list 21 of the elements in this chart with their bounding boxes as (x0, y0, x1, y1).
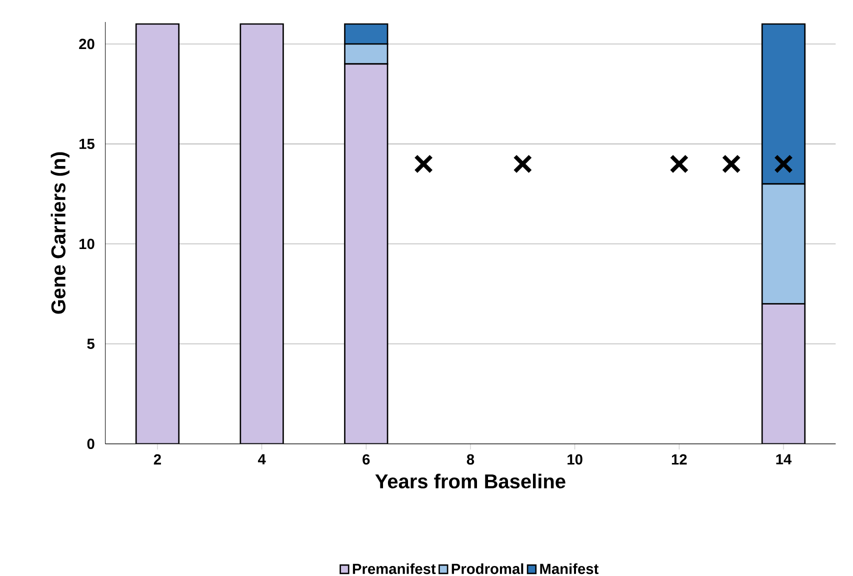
bar (344, 63, 388, 444)
y-axis-title: Gene Carriers (n) (50, 152, 70, 314)
y-tick-label: 10 (80, 238, 94, 250)
y-tick-label: 0 (87, 438, 94, 450)
bar (761, 303, 806, 444)
bar (240, 23, 284, 444)
bar (135, 23, 180, 444)
x-tick-label: 14 (776, 454, 792, 464)
x-tick-label: 2 (154, 454, 161, 465)
y-tick-label: 15 (80, 138, 94, 150)
x-tick-label: 8 (466, 454, 474, 465)
x-tick-label: 12 (672, 454, 687, 465)
x-axis-title: Years from Baseline (375, 474, 566, 489)
x-tick-label: 10 (568, 454, 582, 465)
legend-label: Prodromal (452, 563, 524, 574)
y-tick-label: 20 (79, 38, 94, 50)
legend-label: Premanifest (352, 563, 436, 574)
x-tick-label: 4 (258, 454, 266, 464)
legend-label: Manifest (540, 563, 598, 574)
x-tick-label: 6 (362, 454, 370, 465)
y-tick-label: 5 (87, 338, 94, 350)
